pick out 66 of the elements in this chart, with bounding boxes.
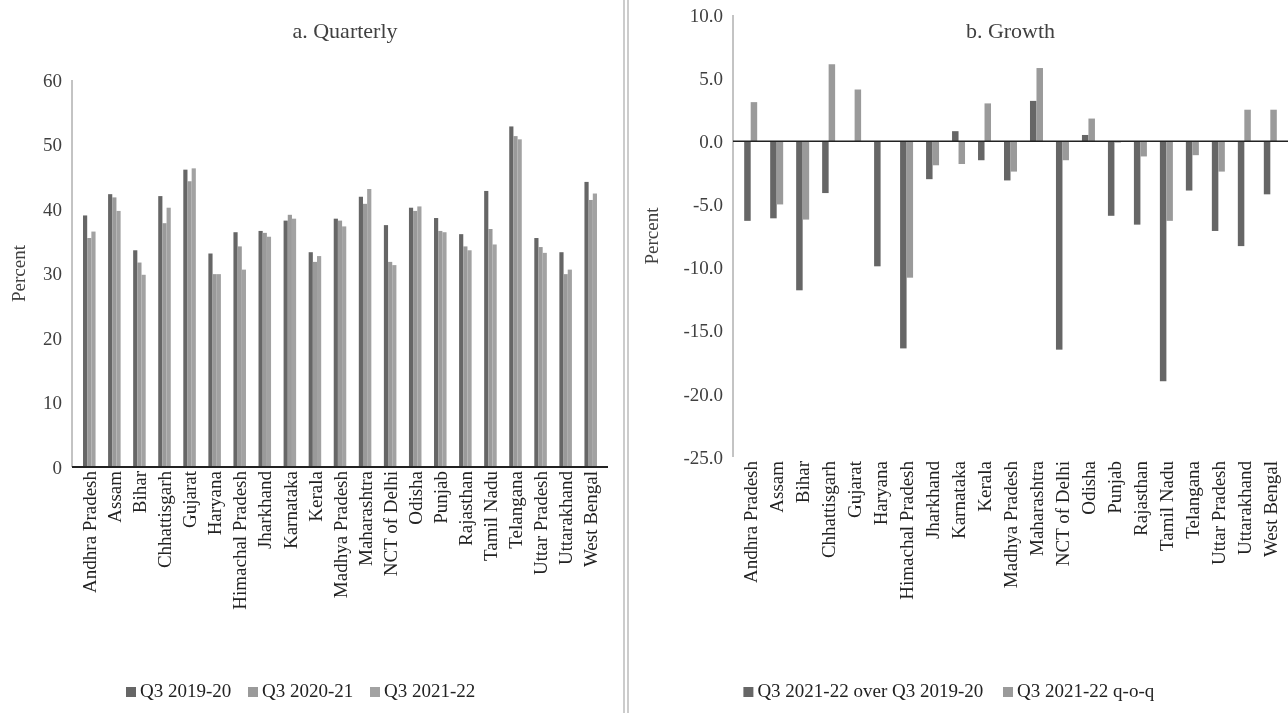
x-tick-label: Uttar Pradesh (1208, 460, 1229, 565)
x-tick-label: Chhattisgarh (154, 470, 176, 569)
x-tick-label: Bihar (792, 460, 814, 504)
x-tick-label: Assam (104, 470, 125, 523)
x-tick-label: Bihar (129, 470, 151, 514)
x-tick-label: Haryana (870, 460, 892, 526)
x-tick-label: NCT of Delhi (379, 471, 401, 577)
x-tick-label: Tamil Nadu (480, 470, 502, 561)
legend-label: Q3 2021-22 (384, 680, 476, 701)
y-tick-label: -5.0 (692, 194, 723, 216)
x-tick-label: West Bengal (580, 471, 602, 568)
x-tick-label: NCT of Delhi (1052, 461, 1074, 567)
x-tick-label: Tamil Nadu (1156, 460, 1178, 551)
x-tick-label: Odisha (1078, 460, 1100, 515)
x-tick-label: Rajasthan (455, 470, 477, 546)
x-tick-label: Madhya Pradesh (329, 470, 351, 599)
x-tick-label: Karnataka (279, 470, 301, 550)
x-tick-label: Jharkhand (922, 460, 944, 540)
y-tick-label: 20 (43, 327, 62, 349)
x-tick-label: Kerala (304, 470, 326, 522)
x-tick-label: Punjab (1104, 461, 1126, 514)
y-tick-label: 5.0 (699, 67, 723, 89)
x-tick-label: Jharkhand (254, 470, 276, 550)
x-tick-label: Gujarat (179, 470, 201, 528)
y-tick-label: 10.0 (689, 4, 723, 26)
y-tick-label: 0.0 (699, 130, 723, 152)
x-tick-label: Andhra Pradesh (740, 460, 762, 583)
x-tick-label: Himachal Pradesh (229, 470, 251, 610)
x-tick-label: Maharashtra (354, 470, 376, 566)
legend-label: Q3 2019-20 (140, 680, 232, 701)
y-tick-label: 10 (43, 392, 62, 414)
y-tick-label: -15.0 (683, 320, 723, 342)
y-axis-title: Percent (641, 206, 662, 265)
y-tick-label: -10.0 (683, 257, 723, 279)
y-tick-label: -25.0 (683, 446, 723, 468)
x-tick-label: Telangana (505, 470, 527, 549)
x-tick-label: Madhya Pradesh (1000, 460, 1022, 589)
x-tick-label: Assam (766, 460, 788, 513)
x-tick-label: Punjab (429, 471, 451, 524)
legend-label: Q3 2020-21 (262, 680, 354, 701)
legend-label: Q3 2021-22 over Q3 2019-20 (757, 680, 984, 701)
x-tick-label: Maharashtra (1026, 460, 1048, 556)
x-tick-label: Gujarat (844, 460, 866, 518)
x-tick-label: West Bengal (1259, 461, 1281, 558)
chart-title: a. Quarterly (292, 18, 398, 43)
x-tick-label: Rajasthan (1130, 460, 1152, 536)
x-tick-label: Himachal Pradesh (896, 460, 918, 600)
y-tick-label: 50 (43, 134, 62, 156)
x-tick-label: Haryana (204, 470, 226, 536)
x-tick-label: Uttar Pradesh (530, 470, 552, 575)
y-tick-label: 0 (52, 456, 62, 478)
x-tick-label: Uttarakhand (1233, 460, 1255, 555)
chart-title: b. Growth (965, 18, 1056, 43)
y-tick-label: 40 (43, 198, 62, 220)
y-axis-title: Percent (8, 244, 29, 302)
x-tick-label: Andhra Pradesh (78, 470, 100, 593)
x-tick-label: Kerala (974, 460, 996, 512)
x-tick-label: Karnataka (948, 460, 970, 540)
x-tick-label: Uttarakhand (555, 470, 577, 565)
legend-label: Q3 2021-22 q-o-q (1017, 680, 1155, 701)
y-tick-label: -20.0 (683, 383, 723, 405)
y-tick-label: 30 (43, 263, 62, 285)
y-tick-label: 60 (43, 69, 62, 91)
x-tick-label: Chhattisgarh (818, 460, 840, 559)
x-tick-label: Odisha (404, 470, 426, 525)
x-tick-label: Telangana (1182, 460, 1204, 539)
